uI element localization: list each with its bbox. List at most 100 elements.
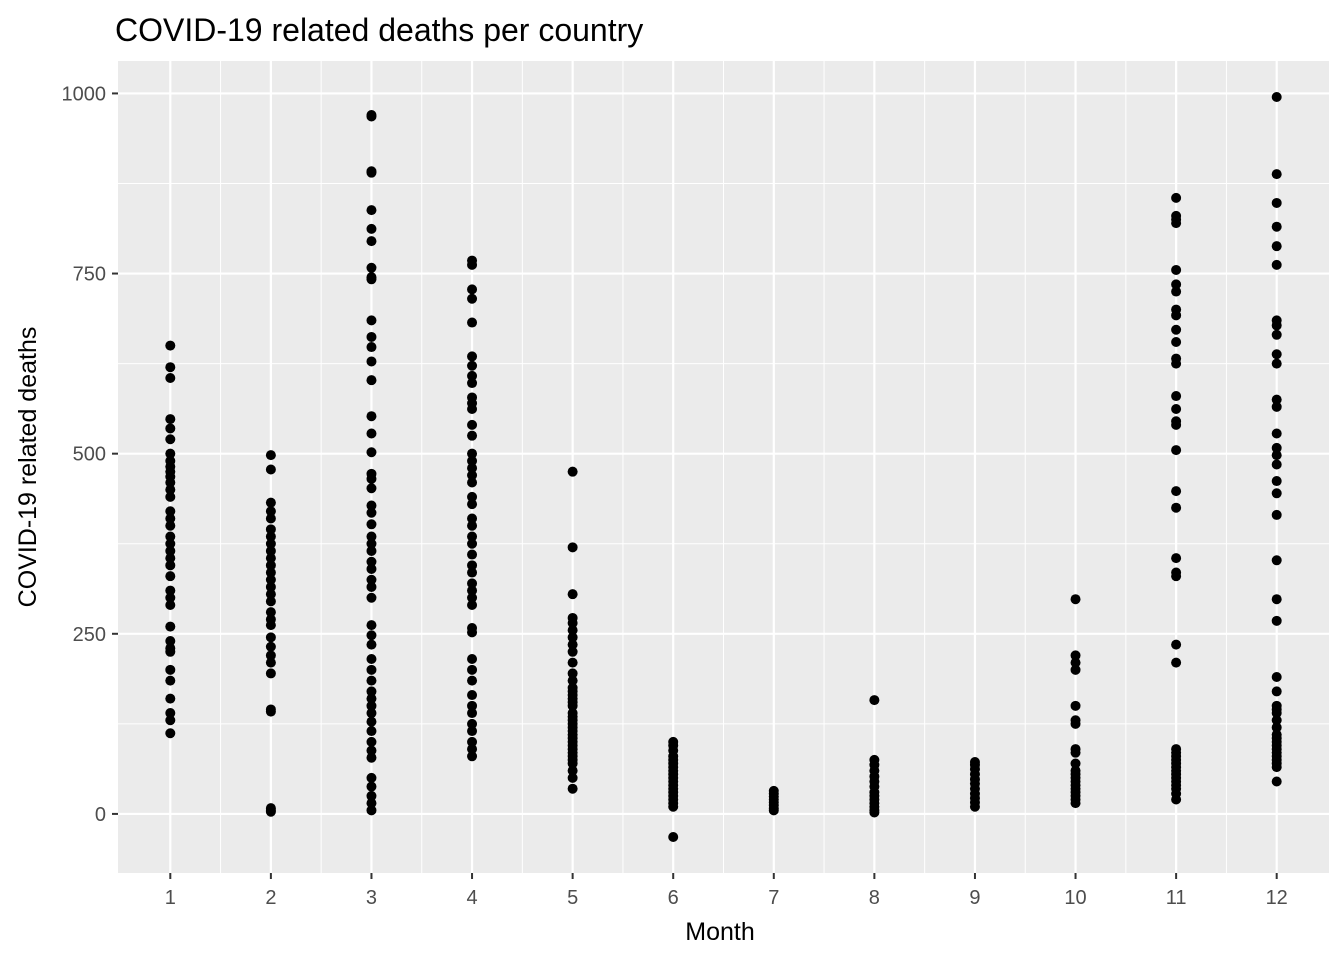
data-point xyxy=(1271,722,1282,733)
data-point xyxy=(1271,708,1282,719)
data-point xyxy=(165,362,176,373)
data-point xyxy=(366,772,377,783)
data-point xyxy=(869,695,880,706)
x-tick-label: 8 xyxy=(869,887,880,909)
data-point xyxy=(467,531,478,542)
data-point xyxy=(1271,320,1282,331)
data-point xyxy=(366,519,377,530)
data-point xyxy=(1070,700,1081,711)
data-point xyxy=(366,531,377,542)
data-point xyxy=(366,538,377,549)
data-point xyxy=(1271,555,1282,566)
data-point xyxy=(366,574,377,585)
data-point xyxy=(366,545,377,556)
data-point xyxy=(467,664,478,675)
data-point xyxy=(467,585,478,596)
minor-gridlines xyxy=(118,61,1329,873)
data-point xyxy=(366,315,377,326)
data-point xyxy=(165,646,176,657)
data-point xyxy=(567,625,578,636)
data-point xyxy=(265,531,276,542)
data-point xyxy=(265,497,276,508)
data-point xyxy=(165,592,176,603)
data-point xyxy=(1271,672,1282,683)
data-point xyxy=(366,675,377,686)
data-point xyxy=(467,378,478,389)
data-point xyxy=(1070,718,1081,729)
data-point xyxy=(1271,776,1282,787)
data-point xyxy=(165,506,176,517)
data-point xyxy=(1271,358,1282,369)
data-point xyxy=(1271,686,1282,697)
data-point xyxy=(265,553,276,564)
data-point xyxy=(467,513,478,524)
data-point xyxy=(366,798,377,809)
x-tick-label: 11 xyxy=(1166,887,1187,909)
data-point xyxy=(366,428,377,439)
y-tick-label: 250 xyxy=(73,624,106,646)
data-point xyxy=(869,807,880,818)
data-point xyxy=(165,423,176,434)
data-point xyxy=(366,708,377,719)
data-point xyxy=(467,259,478,270)
data-point xyxy=(467,455,478,466)
data-point xyxy=(567,668,578,679)
x-axis-title: Month xyxy=(685,918,754,946)
data-point xyxy=(265,806,276,817)
data-point xyxy=(265,464,276,475)
data-point xyxy=(467,404,478,414)
y-tick-label: 1000 xyxy=(62,83,107,105)
data-point xyxy=(1171,336,1182,347)
data-point xyxy=(165,448,176,459)
data-point xyxy=(1171,486,1182,497)
data-point xyxy=(1171,358,1182,369)
data-point xyxy=(165,693,176,704)
data-point xyxy=(1171,502,1182,513)
data-point xyxy=(1070,594,1081,605)
data-point xyxy=(165,715,176,726)
data-point xyxy=(1070,758,1081,769)
data-point xyxy=(467,690,478,701)
data-point xyxy=(366,686,377,697)
data-point xyxy=(366,693,377,704)
data-point xyxy=(165,477,176,488)
data-point xyxy=(1271,401,1282,412)
data-point xyxy=(567,758,578,769)
data-point xyxy=(165,585,176,596)
data-point xyxy=(567,542,578,553)
data-point xyxy=(165,538,176,549)
data-point xyxy=(567,700,578,711)
data-point xyxy=(467,463,478,474)
data-point xyxy=(1171,553,1182,564)
data-point xyxy=(1271,459,1282,470)
data-point xyxy=(1070,650,1081,661)
data-point xyxy=(467,675,478,686)
data-point xyxy=(165,434,176,445)
data-point xyxy=(567,646,578,657)
data-point xyxy=(1070,798,1081,809)
data-point xyxy=(1171,264,1182,275)
data-point xyxy=(1171,657,1182,668)
data-point xyxy=(467,549,478,560)
data-point xyxy=(265,513,276,524)
data-point xyxy=(165,553,176,564)
data-point xyxy=(265,589,276,600)
data-point xyxy=(467,708,478,719)
data-point xyxy=(265,596,276,607)
data-point xyxy=(467,370,478,381)
data-point xyxy=(467,700,478,711)
data-point xyxy=(366,745,377,756)
data-point xyxy=(265,567,276,578)
y-axis-title: COVID-19 related deaths xyxy=(14,327,42,608)
data-point xyxy=(567,589,578,600)
data-point xyxy=(366,620,377,631)
data-point xyxy=(165,373,176,384)
data-point xyxy=(1171,419,1182,430)
data-point xyxy=(265,641,276,652)
x-tick-label: 5 xyxy=(567,887,578,909)
data-point xyxy=(366,500,377,511)
data-point xyxy=(567,466,578,477)
data-point xyxy=(265,632,276,643)
data-point xyxy=(1271,241,1282,252)
